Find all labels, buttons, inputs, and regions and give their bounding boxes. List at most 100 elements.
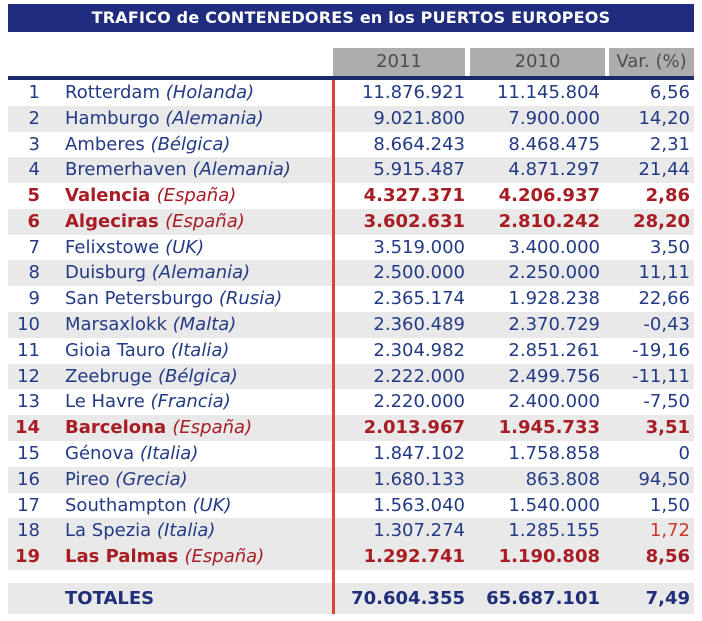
row-port-name: Bremerhaven (Alemania) — [65, 157, 291, 183]
row-2010-value: 1.540.000 — [508, 494, 600, 516]
table-row: 8 Duisburg (Alemania) 2.500.000 2.250.00… — [8, 260, 694, 287]
totals-2011-value: 70.604.355 — [351, 588, 465, 609]
row-port-name: La Spezia (Italia) — [65, 518, 215, 544]
country-label: (Grecia) — [115, 468, 188, 490]
table-row: 18 La Spezia (Italia) 1.307.274 1.285.15… — [8, 518, 694, 545]
row-2011-value: 2.360.489 — [373, 314, 465, 336]
row-var-value: -19,16 — [631, 339, 690, 361]
port-label: Felixstowe — [65, 236, 160, 258]
row-rank: 13 — [17, 391, 40, 413]
table-row: 10 Marsaxlokk (Malta) 2.360.489 2.370.72… — [8, 312, 694, 338]
row-var-value: 2,31 — [649, 133, 690, 155]
row-2011-value: 11.876.921 — [361, 82, 465, 103]
country-label: (Italia) — [156, 520, 216, 542]
port-label: Algeciras — [65, 210, 159, 232]
row-rank: 19 — [14, 546, 40, 568]
country-label: (Alemania) — [151, 262, 251, 284]
row-var-value: 21,44 — [638, 159, 690, 181]
row-2010-value: 2.250.000 — [508, 262, 600, 284]
port-label: Rotterdam — [65, 82, 160, 103]
row-2010-value: 2.370.729 — [508, 314, 600, 336]
port-label: Marsaxlokk — [65, 314, 167, 336]
row-port-name: Le Havre (Francia) — [65, 389, 231, 415]
column-header-2011: 2011 — [333, 48, 465, 76]
port-label: Amberes — [65, 133, 145, 155]
row-port-name: Génova (Italia) — [65, 441, 198, 467]
row-port-name: Felixstowe (UK) — [65, 235, 204, 261]
row-var-value: -11,11 — [631, 365, 690, 387]
row-2011-value: 4.327.371 — [363, 185, 465, 207]
row-rank: 18 — [17, 520, 40, 542]
table-row: 12 Zeebruge (Bélgica) 2.222.000 2.499.75… — [8, 363, 694, 390]
row-2010-value: 8.468.475 — [508, 133, 600, 155]
row-var-value: 22,66 — [638, 288, 690, 310]
port-label: Barcelona — [65, 417, 167, 439]
row-port-name: Gioia Tauro (Italia) — [65, 338, 229, 364]
row-port-name: Hamburgo (Alemania) — [65, 106, 264, 132]
row-port-name: Amberes (Bélgica) — [65, 132, 230, 158]
row-var-value: 11,11 — [638, 262, 690, 284]
table-row: 1 Rotterdam (Holanda) 11.876.921 11.145.… — [8, 80, 694, 106]
row-var-value: -7,50 — [643, 391, 690, 413]
header-divider-rule — [8, 76, 694, 80]
table-row: 5 Valencia (España) 4.327.371 4.206.937 … — [8, 183, 694, 209]
country-label: (Italia) — [139, 442, 199, 464]
row-var-value: 14,20 — [638, 107, 690, 129]
country-label: (Italia) — [170, 339, 230, 361]
table-row: 9 San Petersburgo (Rusia) 2.365.174 1.92… — [8, 286, 694, 312]
port-label: Pireo — [65, 468, 110, 490]
row-var-value: 3,50 — [649, 236, 690, 258]
column-header-2010: 2010 — [470, 48, 605, 76]
port-label: Duisburg — [65, 262, 146, 284]
row-2011-value: 1.307.274 — [373, 520, 465, 542]
port-label: Southampton — [65, 494, 187, 516]
table-row: 15 Génova (Italia) 1.847.102 1.758.858 0 — [8, 441, 694, 467]
row-port-name: Algeciras (España) — [65, 209, 245, 235]
red-accent-divider-line — [332, 78, 335, 614]
country-label: (Holanda) — [165, 82, 255, 103]
row-rank: 4 — [28, 159, 40, 181]
totals-row: TOTALES 70.604.355 65.687.101 7,49 — [8, 583, 694, 614]
totals-var-value: 7,49 — [645, 588, 690, 609]
row-2011-value: 1.292.741 — [363, 546, 465, 568]
country-label: (Francia) — [150, 391, 231, 413]
row-port-name: Rotterdam (Holanda) — [65, 80, 254, 106]
row-2011-value: 5.915.487 — [373, 159, 465, 181]
row-rank: 17 — [17, 494, 40, 516]
row-2011-value: 3.602.631 — [363, 210, 465, 232]
table-row: 19 Las Palmas (España) 1.292.741 1.190.8… — [8, 544, 694, 570]
row-var-value: 94,50 — [638, 468, 690, 490]
row-port-name: Marsaxlokk (Malta) — [65, 312, 236, 338]
row-2011-value: 2.365.174 — [373, 288, 465, 310]
table-title: TRAFICO de CONTENEDORES en los PUERTOS E… — [8, 4, 694, 32]
row-2010-value: 1.190.808 — [498, 546, 600, 568]
row-2010-value: 3.400.000 — [508, 236, 600, 258]
country-label: (UK) — [165, 236, 205, 258]
table-row: 7 Felixstowe (UK) 3.519.000 3.400.000 3,… — [8, 235, 694, 261]
table-row: 14 Barcelona (España) 2.013.967 1.945.73… — [8, 415, 694, 441]
row-rank: 9 — [28, 288, 40, 310]
row-2011-value: 3.519.000 — [373, 236, 465, 258]
row-rank: 7 — [28, 236, 40, 258]
port-label: Zeebruge — [65, 365, 153, 387]
row-rank: 1 — [28, 82, 40, 103]
row-rank: 10 — [17, 314, 40, 336]
row-2011-value: 2.304.982 — [373, 339, 465, 361]
row-rank: 16 — [17, 468, 40, 490]
country-label: (Bélgica) — [157, 365, 238, 387]
row-2010-value: 4.871.297 — [508, 159, 600, 181]
row-var-value: 6,56 — [649, 82, 690, 103]
row-2011-value: 2.500.000 — [373, 262, 465, 284]
row-2010-value: 863.808 — [525, 468, 600, 490]
row-rank: 8 — [28, 262, 40, 284]
country-label: (Alemania) — [165, 107, 264, 129]
port-label: Le Havre — [65, 391, 145, 413]
country-label: (España) — [172, 417, 253, 439]
row-var-value: 8,56 — [645, 546, 690, 568]
row-var-value: 1,50 — [649, 494, 690, 516]
port-label: Hamburgo — [65, 107, 160, 129]
country-label: (España) — [165, 210, 245, 232]
totals-2010-value: 65.687.101 — [486, 588, 600, 609]
row-port-name: Southampton (UK) — [65, 493, 232, 519]
row-2011-value: 9.021.800 — [373, 107, 465, 129]
